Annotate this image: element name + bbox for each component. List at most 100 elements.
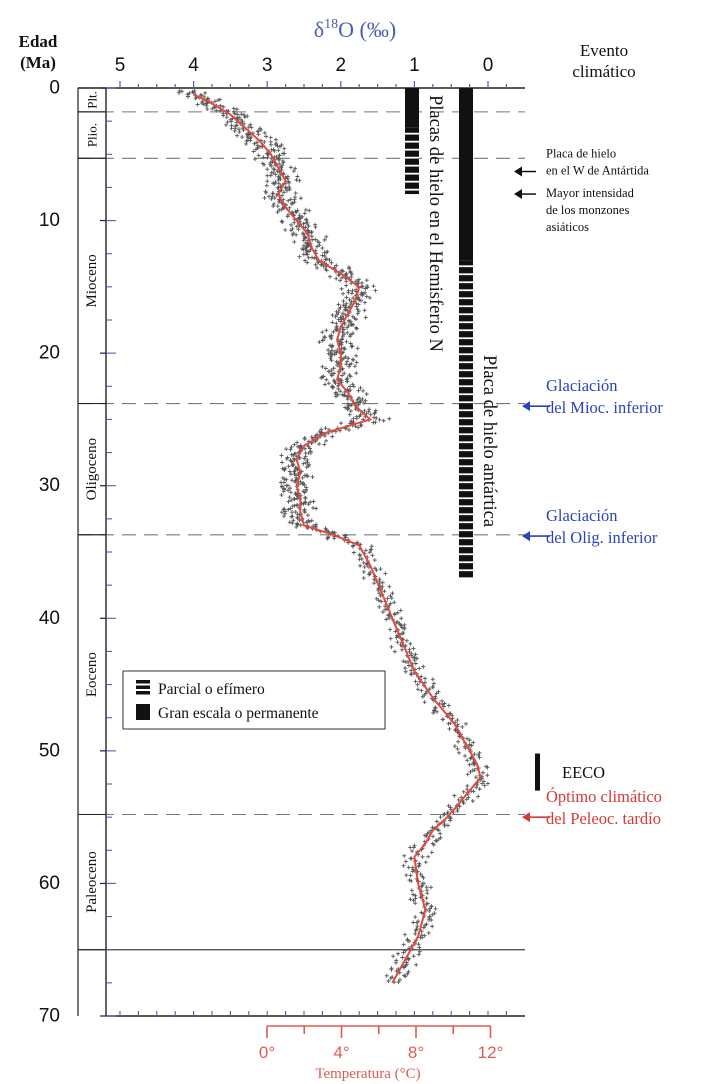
antarctic-ice-sheet-dash-gap xyxy=(459,505,473,508)
data-point xyxy=(338,278,343,283)
data-point xyxy=(286,507,291,512)
data-point xyxy=(431,842,436,847)
data-point xyxy=(400,955,405,960)
data-point xyxy=(287,520,292,525)
data-point xyxy=(306,464,311,469)
data-point xyxy=(346,305,351,310)
data-point xyxy=(288,486,293,491)
data-point xyxy=(311,499,316,504)
event-header-line1: Evento xyxy=(580,41,628,60)
data-point xyxy=(411,892,416,897)
data-point xyxy=(469,743,474,748)
data-point xyxy=(446,703,451,708)
data-point xyxy=(377,604,382,609)
data-point xyxy=(347,297,352,302)
data-point xyxy=(424,902,429,907)
data-point xyxy=(256,132,261,137)
data-point xyxy=(317,442,322,447)
data-point xyxy=(279,453,284,458)
data-point xyxy=(403,948,408,953)
data-point xyxy=(304,249,309,254)
event-arrow-head xyxy=(522,531,530,542)
data-point xyxy=(358,563,363,568)
data-point xyxy=(383,571,388,576)
data-point xyxy=(348,384,353,389)
data-point xyxy=(195,102,200,107)
data-point xyxy=(359,292,364,297)
data-point xyxy=(240,135,245,140)
y-tick-label: 50 xyxy=(39,740,60,761)
data-point xyxy=(416,952,421,957)
data-point xyxy=(298,523,303,528)
data-point xyxy=(400,625,405,630)
data-point xyxy=(342,371,347,376)
data-point xyxy=(465,787,470,792)
data-point xyxy=(393,960,398,965)
data-point xyxy=(455,722,460,727)
data-point xyxy=(326,369,331,374)
northern-ice-sheet-dash-gap xyxy=(405,148,419,151)
data-point xyxy=(477,755,482,760)
data-point xyxy=(294,224,299,229)
x-axis-label: δ18O (‰) xyxy=(314,17,396,42)
data-point xyxy=(292,497,297,502)
data-point xyxy=(431,708,436,713)
data-point xyxy=(465,758,470,763)
data-point xyxy=(476,794,481,799)
data-point xyxy=(348,341,353,346)
data-point xyxy=(403,659,408,664)
data-point xyxy=(218,103,223,108)
data-point xyxy=(234,107,239,112)
smoothed-curve xyxy=(193,93,482,984)
data-point xyxy=(485,781,490,786)
data-point xyxy=(383,607,388,612)
antarctic-ice-sheet-dash-gap xyxy=(459,489,473,492)
data-point xyxy=(275,143,280,148)
legend-box xyxy=(122,670,386,730)
data-point xyxy=(414,962,419,967)
data-point xyxy=(320,253,325,258)
data-point xyxy=(237,129,242,134)
data-point xyxy=(363,286,368,291)
data-point xyxy=(456,750,461,755)
data-point xyxy=(327,258,332,263)
antarctic-ice-sheet-dash-gap xyxy=(459,385,473,388)
data-point xyxy=(384,973,389,978)
data-point xyxy=(417,949,422,954)
antarctic-ice-sheet-dash-gap xyxy=(459,417,473,420)
data-point xyxy=(445,823,450,828)
data-point xyxy=(349,403,354,408)
data-point xyxy=(403,669,408,674)
data-point xyxy=(306,224,311,229)
data-point xyxy=(354,416,359,421)
antarctic-ice-sheet-dash-gap xyxy=(459,465,473,468)
data-point xyxy=(402,853,407,858)
y-axis-label-line1: Edad xyxy=(19,32,58,51)
data-point xyxy=(379,599,384,604)
data-point xyxy=(411,845,416,850)
data-point xyxy=(425,831,430,836)
y-tick-label: 60 xyxy=(39,873,60,894)
data-point xyxy=(346,356,351,361)
data-point xyxy=(424,834,429,839)
x-tick-label: 0 xyxy=(483,55,494,76)
data-point xyxy=(307,519,312,524)
data-point xyxy=(287,180,292,185)
data-point xyxy=(303,225,308,230)
data-point xyxy=(344,301,349,306)
northern-ice-sheet-dash-gap xyxy=(405,140,419,143)
data-point xyxy=(348,409,353,414)
data-point xyxy=(295,440,300,445)
data-point xyxy=(408,641,413,646)
data-point xyxy=(401,950,406,955)
data-point xyxy=(344,283,349,288)
data-point xyxy=(317,429,322,434)
data-point xyxy=(422,700,427,705)
data-point xyxy=(309,230,314,235)
data-point xyxy=(339,421,344,426)
data-point xyxy=(401,659,406,664)
data-point xyxy=(330,385,335,390)
data-point xyxy=(340,334,345,339)
data-point xyxy=(221,104,226,109)
data-point xyxy=(392,600,397,605)
